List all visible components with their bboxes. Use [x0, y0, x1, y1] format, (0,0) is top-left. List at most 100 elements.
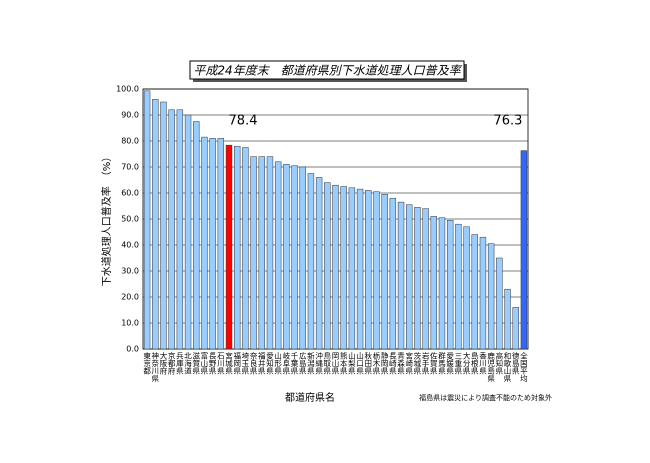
y-tick-label: 10.0: [121, 319, 139, 328]
y-tick-label: 60.0: [121, 189, 139, 198]
x-tick-label: 東京都: [142, 351, 151, 376]
x-tick-label: 秋田県: [364, 351, 373, 376]
bar: [381, 194, 388, 350]
bar: [463, 226, 470, 350]
x-tick-label: 広島県: [298, 351, 307, 376]
data-label: 76.3: [493, 114, 522, 129]
title-box: [189, 60, 465, 80]
bar: [389, 197, 397, 350]
bar: [299, 166, 306, 350]
bar: [471, 234, 478, 350]
x-tick-label: 大阪府: [159, 351, 168, 376]
y-tick-label: 50.0: [121, 215, 139, 224]
x-tick-label: 徳島県: [511, 351, 520, 376]
x-tick-label: 石川県: [216, 352, 225, 376]
bar: [397, 201, 405, 350]
x-tick-label: 富山県: [200, 351, 209, 376]
bar: [356, 188, 364, 350]
y-tick-label: 20.0: [121, 293, 139, 302]
x-tick-label: 香川県: [478, 351, 487, 376]
bar: [168, 109, 175, 350]
y-tick-label: 0.0: [126, 345, 139, 354]
bar: [438, 217, 446, 350]
x-tick-label: 青森県: [396, 351, 405, 376]
bar: [414, 207, 421, 350]
x-tick-label: 山形県: [273, 351, 282, 376]
x-tick-label: 沖縄県: [314, 351, 323, 376]
bar: [291, 165, 298, 350]
x-tick-label: 埼玉県: [241, 351, 250, 376]
bar: [250, 156, 257, 350]
bar: [479, 236, 487, 350]
x-tick-label: 岡山県: [331, 352, 340, 376]
bar: [406, 204, 413, 350]
x-tick-label: 静岡県: [380, 351, 389, 376]
bar: [234, 145, 241, 350]
bar: [315, 177, 323, 350]
x-tick-label: 島根県: [470, 351, 479, 376]
bar: [496, 257, 503, 350]
bar: [160, 101, 167, 350]
x-tick-label: 佐賀県: [429, 351, 438, 376]
bar: [184, 114, 192, 350]
x-tick-label: 愛知県: [265, 351, 274, 376]
x-axis-label: 都道府県名: [285, 391, 335, 404]
x-tick-label: 岐阜県: [282, 351, 291, 376]
x-tick-label: 愛媛県: [445, 351, 454, 376]
y-tick-label: 80.0: [121, 137, 139, 146]
x-tick-label: 宮城県: [224, 351, 233, 376]
x-tick-label: 茨城県: [413, 351, 422, 376]
bar: [365, 190, 372, 350]
y-tick-label: 70.0: [121, 163, 139, 172]
x-tick-label: 長野県: [208, 352, 217, 376]
y-axis-label: 下水道処理人口普及率 （%）: [100, 152, 113, 287]
x-tick-label: 群馬県: [437, 351, 446, 376]
y-tick-label: 100.0: [116, 85, 139, 94]
y-tick-label: 40.0: [121, 241, 139, 250]
bar: [373, 191, 380, 350]
bar: [455, 223, 462, 350]
x-tick-label: 高知県: [495, 351, 504, 376]
bar: [446, 220, 454, 350]
x-tick-label: 山口県: [355, 351, 364, 376]
x-tick-label: 栃木県: [372, 351, 381, 376]
x-tick-label: 新潟県: [306, 351, 315, 376]
x-tick-label: 山梨県: [347, 351, 356, 376]
x-tick-label: 兵庫県: [175, 351, 184, 376]
chart-title: 平成24年度末 都道府県別下水道処理人口普及率: [193, 64, 462, 78]
bar: [143, 90, 151, 350]
bar: [242, 147, 249, 350]
bar: [520, 150, 528, 350]
bar: [340, 186, 347, 350]
x-tick-label: 岩手県: [421, 351, 430, 376]
x-tick-label: 福井県: [257, 352, 266, 376]
x-tick-label: 全国平均: [519, 351, 528, 384]
bar: [193, 121, 200, 350]
bar: [266, 156, 274, 350]
bar: [258, 156, 265, 350]
bar: [283, 164, 290, 350]
bar: [512, 307, 519, 350]
x-tick-label: 大分県: [462, 351, 471, 376]
bar: [217, 138, 225, 350]
x-tick-label: 京都府: [167, 351, 176, 376]
x-tick-label: 鳥取県: [323, 351, 332, 376]
x-tick-label: 千葉県: [290, 351, 299, 376]
x-tick-label: 宮崎県: [404, 351, 413, 376]
bar: [209, 138, 216, 350]
x-tick-label: 長崎県: [388, 352, 397, 376]
bar: [422, 208, 429, 350]
x-tick-label: 熊本県: [339, 351, 348, 376]
bar: [324, 182, 331, 350]
y-tick-label: 30.0: [121, 267, 139, 276]
bar: [152, 99, 159, 350]
x-tick-label: 北海道: [183, 352, 192, 376]
x-tick-label: 福岡県: [232, 352, 241, 376]
bar: [307, 173, 315, 350]
bar: [430, 216, 437, 350]
y-tick-label: 90.0: [121, 111, 139, 120]
x-tick-label: 鹿児島県: [486, 351, 495, 384]
x-tick-label: 和歌山県: [503, 352, 512, 384]
bar: [176, 109, 184, 350]
